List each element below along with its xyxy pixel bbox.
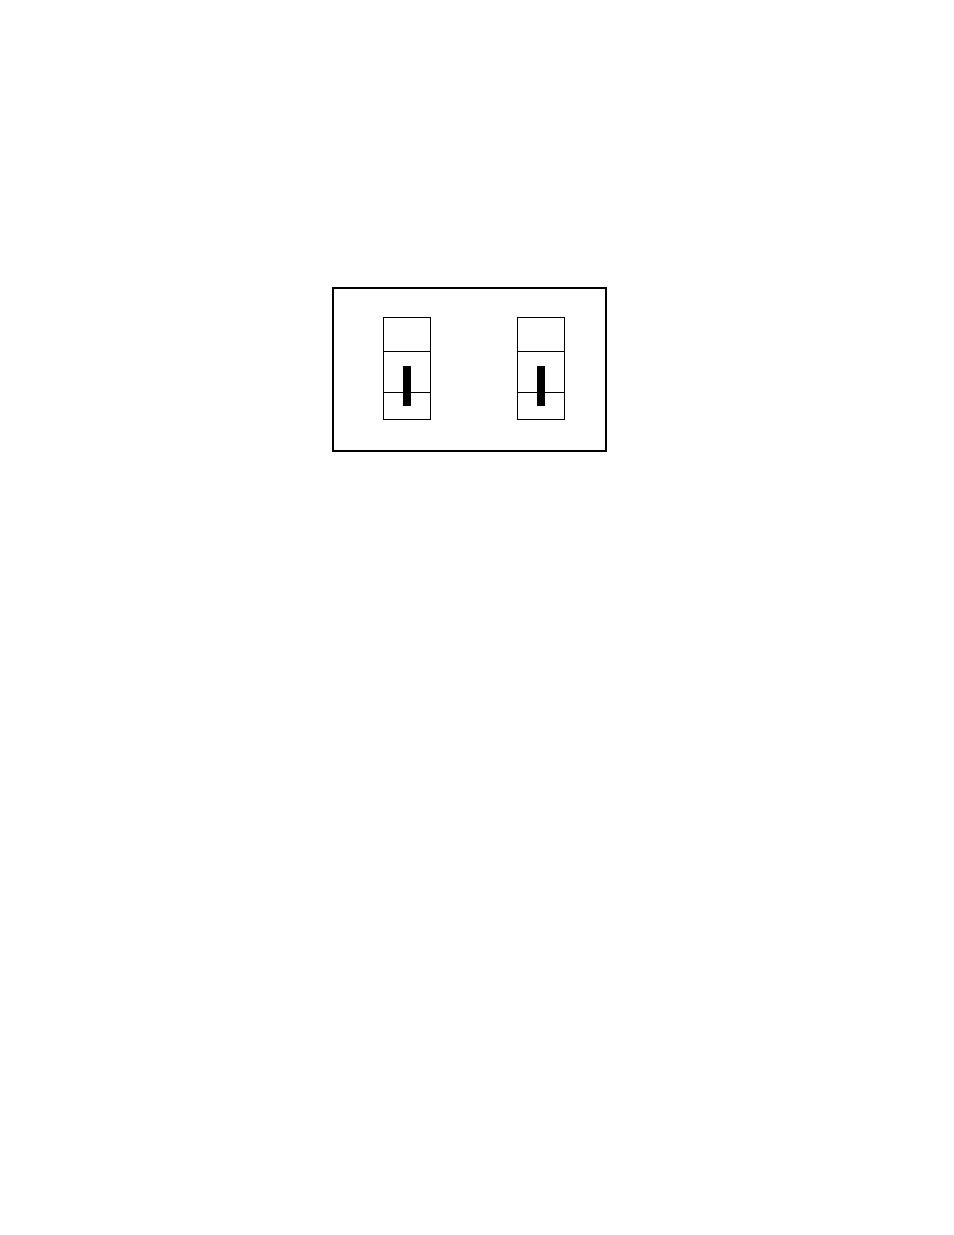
switch-right-cell-top [517,317,565,352]
switch-left-toggle [403,366,411,406]
switch-right-toggle [537,366,545,406]
switch-left-cell-top [383,317,431,352]
switch-plate-outer [332,287,607,452]
